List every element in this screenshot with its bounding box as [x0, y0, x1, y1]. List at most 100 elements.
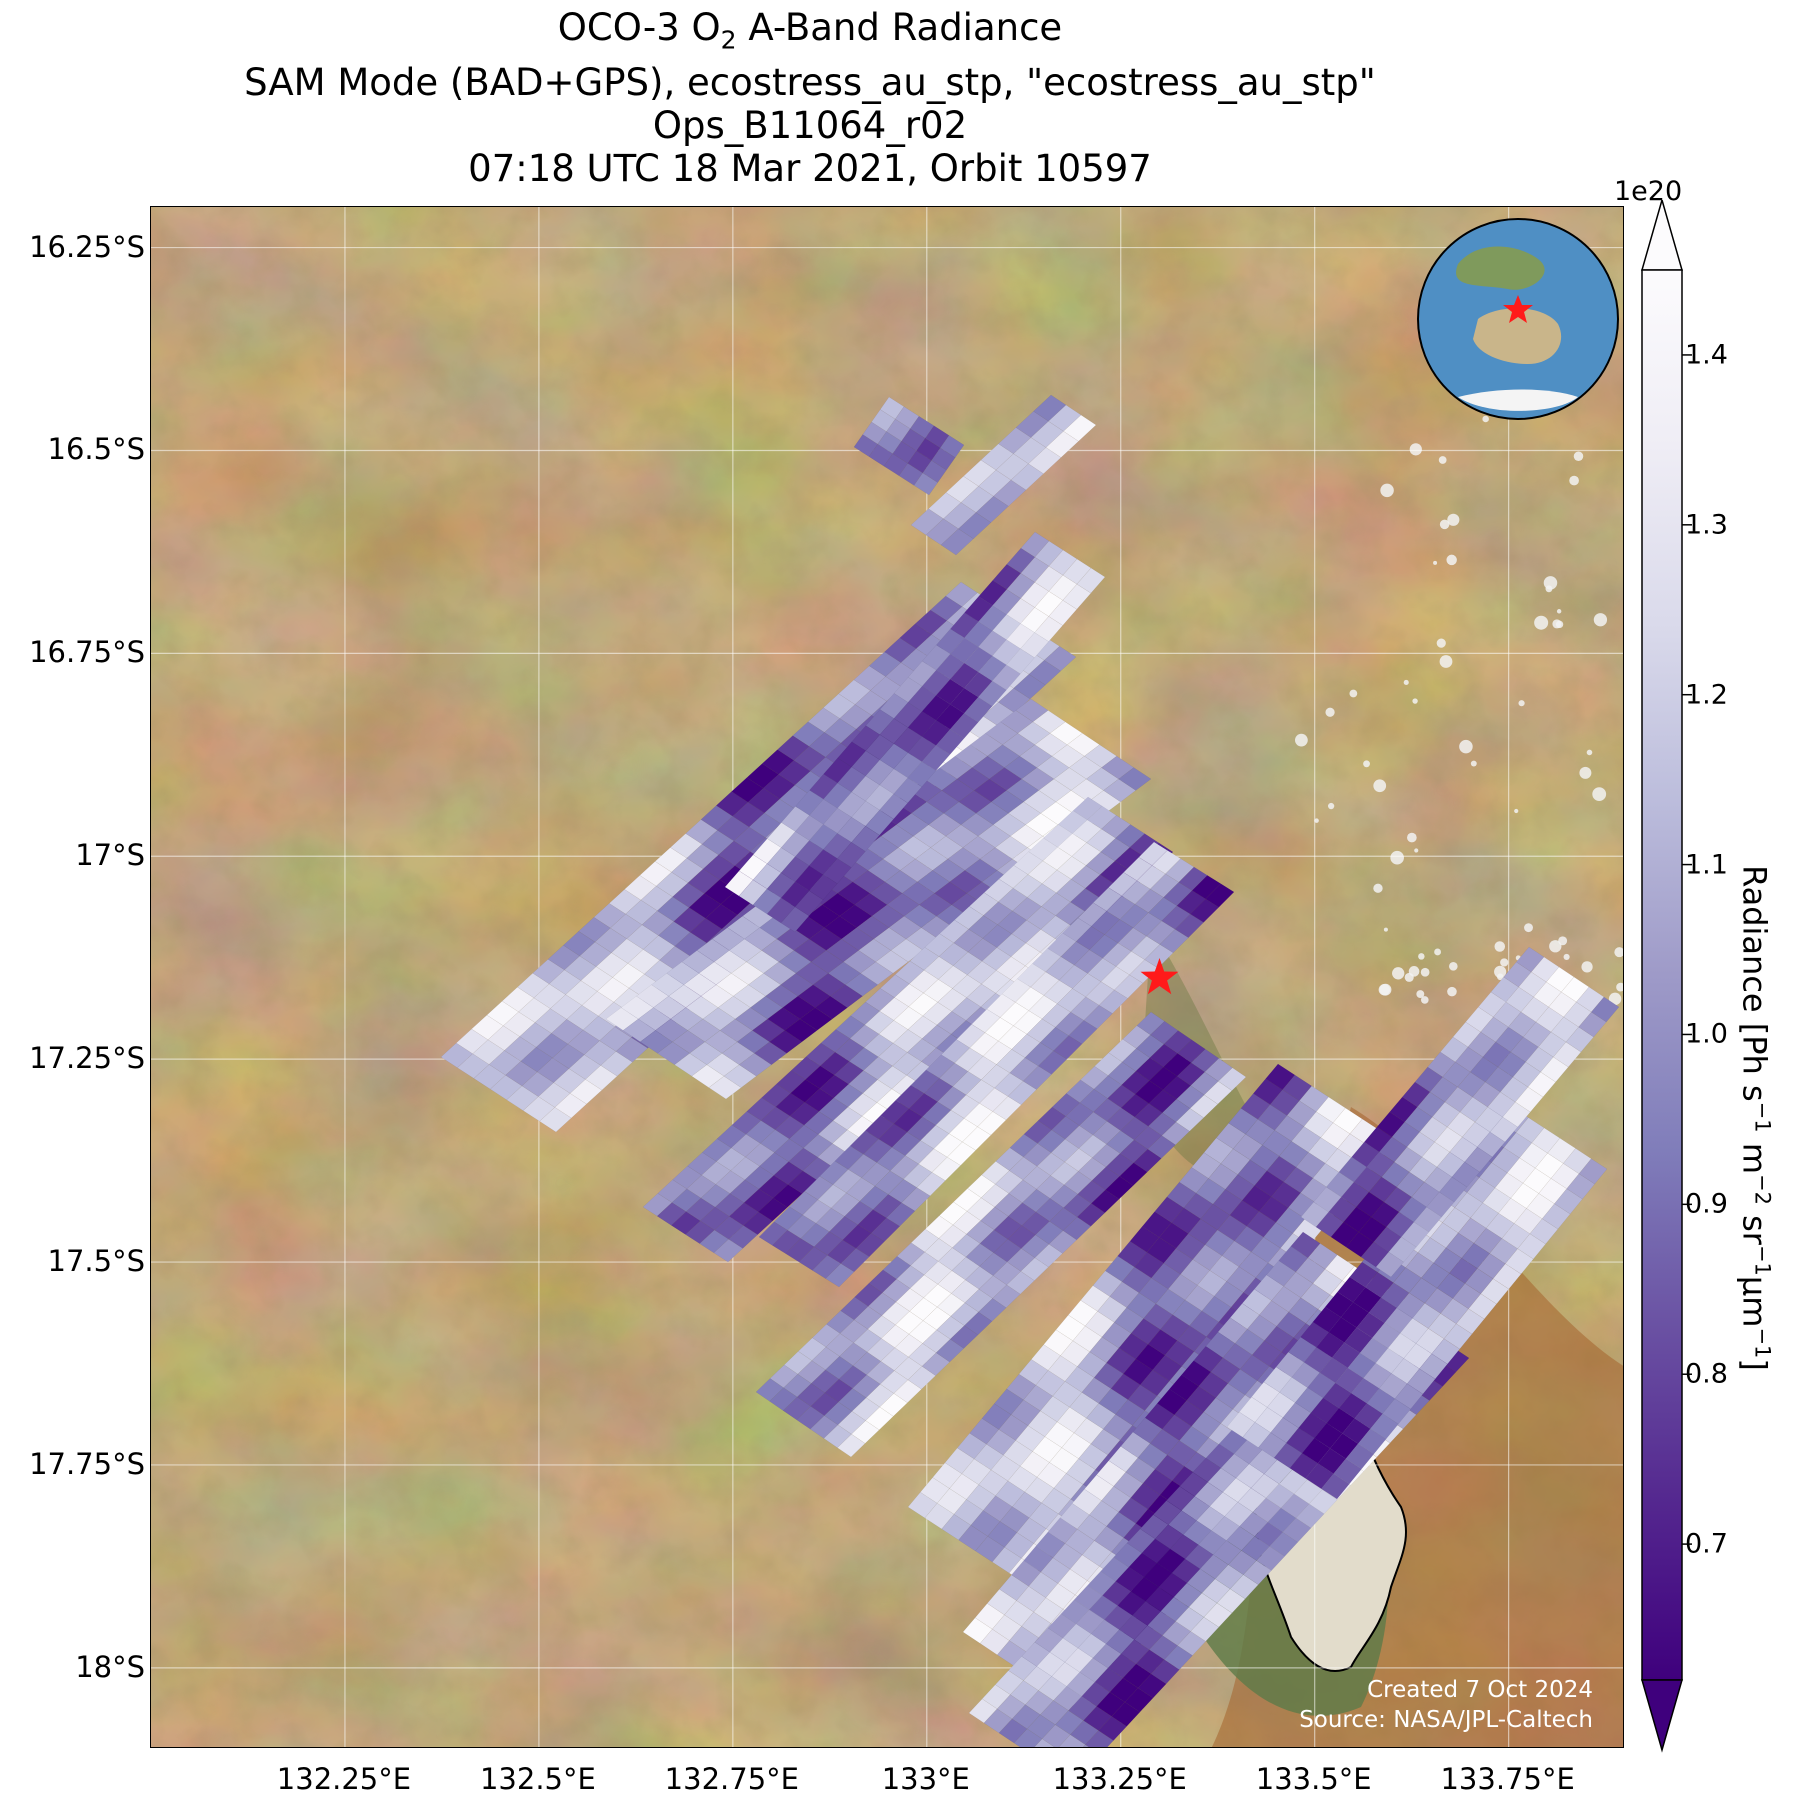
cloud — [1295, 733, 1308, 747]
globe-inset — [1417, 218, 1619, 420]
lat-tick-label: 16.75°S — [29, 635, 145, 670]
lon-tick-label: 133°E — [881, 1762, 970, 1796]
cloud — [1314, 818, 1319, 823]
colorbar-tick-label: 1.0 — [1685, 1018, 1728, 1050]
colorbar-tick-label: 0.7 — [1685, 1528, 1728, 1560]
radiance-cell — [1043, 645, 1077, 672]
cloud — [1593, 613, 1608, 627]
lon-tick-label: 132.75°E — [664, 1762, 799, 1796]
credit-source: Source: NASA/JPL-Caltech — [1299, 1707, 1593, 1733]
cloud — [1500, 958, 1509, 967]
cloud-scatter — [1295, 409, 1623, 1010]
cloud — [1380, 483, 1394, 498]
radiance-cell — [939, 435, 965, 458]
cloud — [1494, 941, 1506, 952]
cloud — [1414, 848, 1419, 853]
cloud — [1586, 749, 1593, 756]
cloud — [1569, 475, 1579, 486]
cloud — [1514, 808, 1519, 814]
cloud — [1420, 996, 1429, 1004]
radiance-cell — [1076, 567, 1106, 594]
cloud — [1420, 967, 1430, 977]
colorbar-tick-label: 1.1 — [1685, 849, 1728, 881]
lat-tick-label: 16.5°S — [47, 432, 145, 467]
colorbar-label: Radiance [Ph s−1 m−2 sr−1μm−1] — [1735, 865, 1775, 1371]
lat-tick-label: 17.5°S — [47, 1244, 145, 1279]
cloud — [1447, 986, 1457, 997]
cloud — [1556, 609, 1562, 614]
lon-tick-label: 132.5°E — [479, 1762, 596, 1796]
cloud — [1436, 638, 1446, 648]
cloud — [1573, 451, 1584, 461]
radiance-cell — [1082, 1744, 1090, 1747]
cloud — [1482, 415, 1489, 423]
cloud — [1433, 560, 1438, 565]
cloud — [1592, 787, 1607, 802]
cloud — [1518, 700, 1525, 707]
radiance-cell — [1578, 1158, 1608, 1185]
colorbar-ticks — [1682, 354, 1692, 1545]
cloud — [1349, 689, 1358, 698]
colorbar-tick-label: 0.9 — [1685, 1188, 1728, 1220]
colorbar-tick-label: 1.4 — [1685, 339, 1728, 371]
globe-target-star-icon — [1503, 295, 1533, 323]
lon-tick-label: 133.5°E — [1255, 1762, 1372, 1796]
cloud — [1409, 443, 1422, 456]
title-line-1: OCO-3 O2 A-Band Radiance — [557, 6, 1063, 55]
cloud — [1446, 554, 1457, 566]
cloud — [1616, 982, 1623, 992]
cloud — [1459, 739, 1473, 754]
globe-australia — [1473, 308, 1562, 364]
cloud — [1373, 883, 1383, 893]
lat-tick-label: 17.25°S — [29, 1041, 145, 1076]
map-canvas — [151, 207, 1623, 1747]
cloud — [1524, 923, 1533, 933]
cloud — [1438, 456, 1447, 464]
cloud — [1563, 953, 1570, 960]
cloud — [1434, 948, 1441, 956]
cloud — [1494, 965, 1507, 978]
radiance-cell — [1118, 767, 1152, 791]
colorbar — [1641, 200, 1692, 1753]
cloud — [1614, 947, 1623, 958]
cloud — [1447, 513, 1460, 526]
cloud — [1373, 779, 1387, 793]
colorbar-gradient — [1641, 269, 1683, 1681]
radiance-cell — [1217, 1067, 1247, 1091]
cloud — [1439, 655, 1453, 668]
globe-antarctica — [1458, 389, 1578, 411]
credit-created: Created 7 Oct 2024 — [1367, 1677, 1593, 1703]
lon-tick-label: 133.25°E — [1052, 1762, 1187, 1796]
cloud — [1439, 519, 1450, 530]
cloud — [1555, 620, 1564, 629]
cloud — [1416, 990, 1425, 999]
cloud — [1379, 983, 1392, 996]
cloud — [1534, 615, 1549, 630]
map-panel: Created 7 Oct 2024 Source: NASA/JPL-Calt… — [150, 206, 1624, 1748]
cloud — [1581, 961, 1593, 973]
cloud — [1418, 953, 1425, 960]
cloud — [1549, 940, 1562, 953]
cloud — [1408, 966, 1420, 977]
title-line-2: SAM Mode (BAD+GPS), ecostress_au_stp, "e… — [244, 61, 1376, 105]
radiance-cell — [1034, 1738, 1055, 1747]
colorbar-tick-label: 1.3 — [1685, 509, 1728, 541]
lat-tick-label: 16.25°S — [29, 229, 145, 264]
title-block: OCO-3 O2 A-Band Radiance SAM Mode (BAD+G… — [0, 6, 1620, 190]
cloud — [1327, 802, 1335, 810]
lat-tick-label: 17.75°S — [29, 1446, 145, 1481]
radiance-cell — [1590, 996, 1620, 1023]
cloud — [1407, 832, 1417, 843]
lat-tick-label: 18°S — [75, 1649, 145, 1684]
colorbar-top-extend — [1641, 200, 1683, 271]
cloud — [1608, 992, 1622, 1006]
radiance-swaths — [440, 394, 1620, 1747]
cloud — [1363, 760, 1370, 768]
lon-tick-label: 133.75°E — [1440, 1762, 1575, 1796]
cloud — [1392, 967, 1405, 980]
colorbar-multiplier: 1e20 — [1614, 176, 1683, 207]
radiance-cell — [1205, 883, 1235, 908]
cloud — [1470, 760, 1477, 767]
target-star-icon — [1140, 958, 1179, 995]
globe-asia — [1456, 246, 1545, 290]
